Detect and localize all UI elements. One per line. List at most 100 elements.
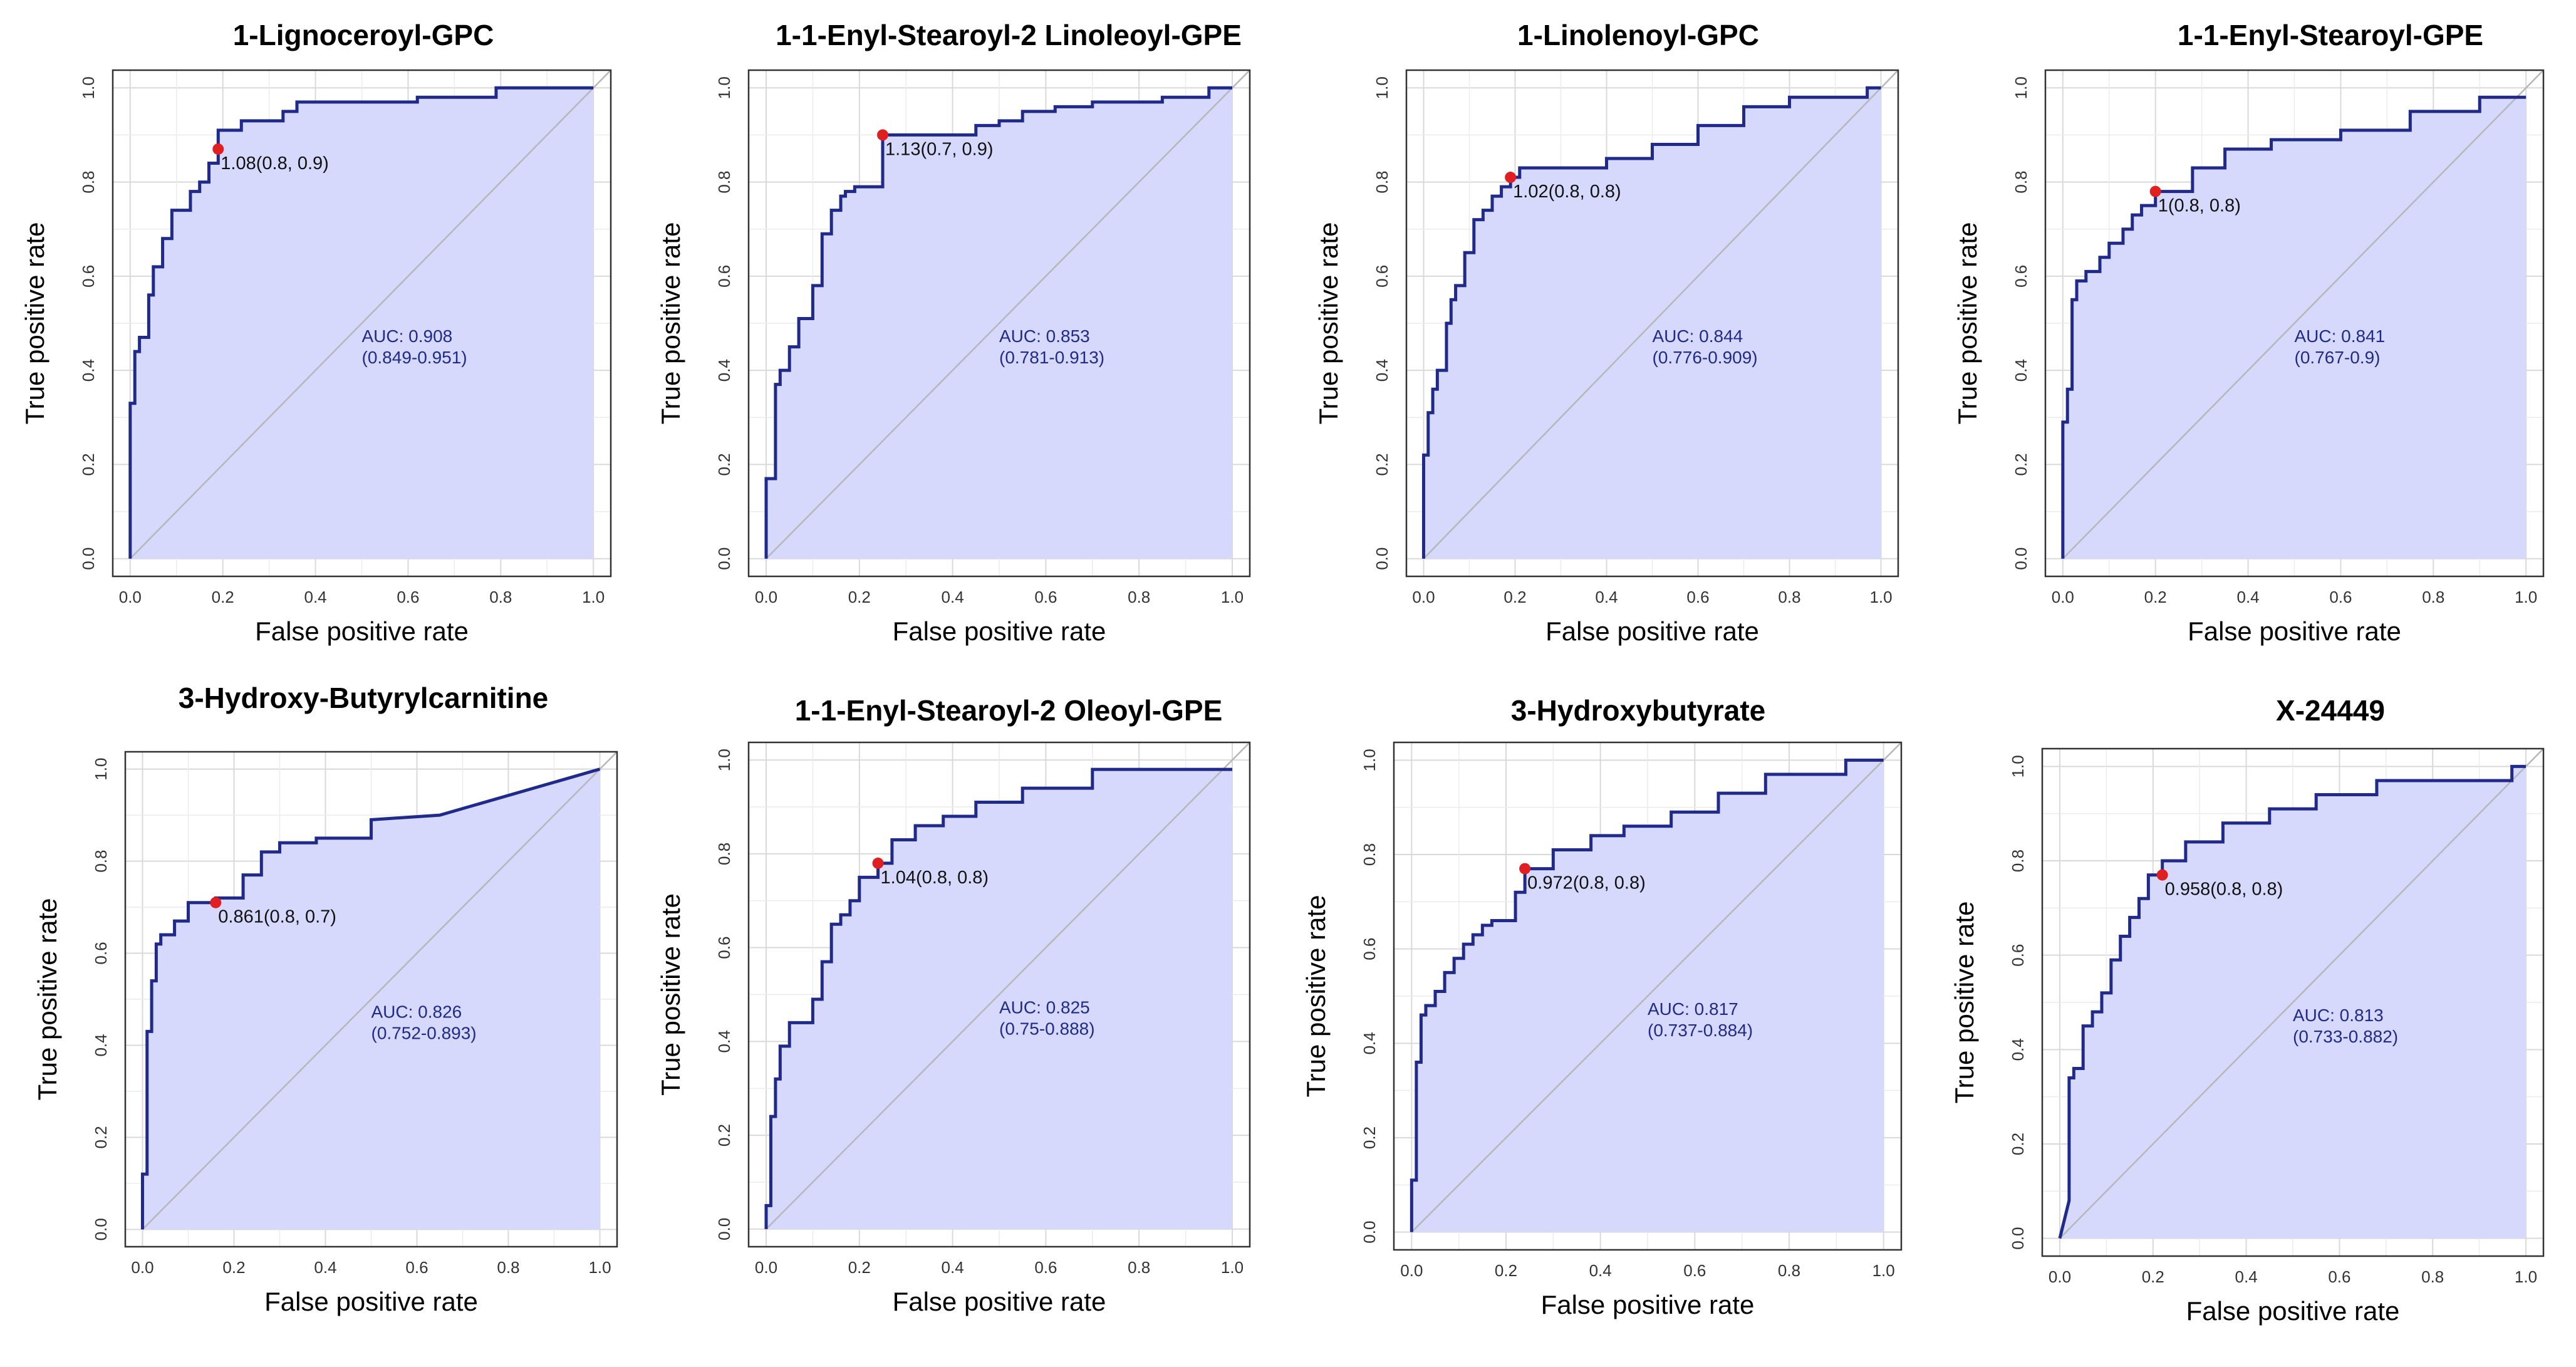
diagonal-reference-line: [2059, 748, 2544, 1239]
y-axis-label: True positive rate: [20, 222, 49, 425]
y-tick-label: 0.8: [79, 170, 98, 193]
auc-ci-label: (0.752-0.893): [371, 1023, 477, 1042]
x-tick-label: 0.0: [1412, 588, 1435, 606]
x-tick-label: 0.8: [489, 588, 512, 606]
plot-frame: [112, 69, 612, 578]
x-tick-label: 0.8: [1128, 588, 1150, 606]
y-axis-label: True positive rate: [656, 893, 685, 1096]
y-tick-label: 0.0: [91, 1218, 110, 1240]
x-tick-label: 0.4: [2236, 588, 2259, 606]
x-tick-label: 0.4: [942, 588, 964, 606]
y-tick-label: 0.8: [91, 850, 110, 873]
x-axis-label: False positive rate: [2186, 1296, 2400, 1326]
y-tick-label: 0.2: [91, 1126, 110, 1148]
x-tick-label: 1.0: [2515, 588, 2537, 606]
best-threshold-label: 0.972(0.8, 0.8): [1527, 873, 1646, 893]
x-axis-label: False positive rate: [893, 1287, 1106, 1316]
y-tick-label: 0.2: [2008, 1133, 2027, 1155]
y-tick-label: 0.4: [1373, 359, 1391, 382]
x-tick-label: 1.0: [1872, 1261, 1895, 1280]
auc-ci-label: (0.776-0.909): [1653, 348, 1758, 367]
best-threshold-point: [1519, 863, 1531, 875]
x-tick-label: 0.0: [755, 1258, 777, 1277]
x-tick-label: 0.6: [1683, 1261, 1706, 1280]
x-tick-label: 0.6: [1034, 1258, 1057, 1277]
y-tick-label: 0.6: [1373, 265, 1391, 288]
y-axis-label: True positive rate: [1301, 895, 1331, 1098]
y-tick-label: 0.8: [715, 843, 734, 865]
auc-label: AUC: 0.844: [1653, 326, 1743, 346]
x-tick-label: 1.0: [1221, 1258, 1244, 1277]
y-tick-label: 0.4: [2008, 1038, 2027, 1061]
best-threshold-point: [1505, 172, 1517, 184]
plot-frame: [124, 751, 618, 1248]
x-tick-label: 0.4: [304, 588, 326, 606]
auc-ci-label: (0.75-0.888): [999, 1019, 1095, 1038]
roc-curve: [2058, 764, 2526, 1239]
y-tick-label: 0.4: [715, 1030, 734, 1053]
x-tick-label: 0.2: [212, 588, 234, 606]
roc-panel-8: X-24449 0.0 0.0 0.2 0.2 0.4 0.4 0.6 0.6 0.8 0.8 1.0…: [1950, 694, 2545, 1326]
x-tick-label: 1.0: [582, 588, 605, 606]
y-tick-label: 0.8: [2008, 850, 2027, 872]
best-threshold-label: 1(0.8, 0.8): [2158, 196, 2241, 216]
best-threshold-point: [2156, 869, 2168, 881]
x-tick-label: 0.4: [942, 1258, 964, 1277]
diagonal-reference-line: [129, 70, 611, 559]
x-tick-label: 0.6: [1034, 588, 1057, 606]
roc-panel-2: 1-1-Enyl-Stearoyl-2 Linoleoyl-GPE 0.0 0.0 0…: [656, 19, 1251, 646]
roc-curve: [764, 86, 1232, 559]
y-tick-label: 0.8: [1373, 170, 1391, 193]
plot-frame: [1405, 69, 1899, 578]
y-axis-label: True positive rate: [33, 898, 62, 1101]
y-tick-label: 0.2: [2012, 453, 2030, 476]
auc-ci-label: (0.737-0.884): [1648, 1021, 1753, 1040]
auc-label: AUC: 0.908: [362, 326, 453, 346]
y-tick-label: 0.8: [1360, 843, 1379, 866]
auc-label: AUC: 0.817: [1648, 999, 1738, 1019]
x-axis-label: False positive rate: [264, 1287, 478, 1316]
plot-frame: [747, 69, 1251, 578]
x-tick-label: 0.2: [2144, 588, 2167, 606]
y-tick-label: 0.6: [79, 265, 98, 288]
y-tick-label: 0.6: [91, 942, 110, 964]
y-tick-label: 0.2: [715, 453, 734, 476]
y-tick-label: 0.0: [2012, 548, 2030, 570]
roc-panel-7: 3-Hydroxybutyrate 0.0 0.0 0.2 0.2 0.4 0.4 0.6 0.…: [1301, 694, 1903, 1319]
y-tick-label: 1.0: [715, 749, 734, 771]
x-tick-label: 0.2: [222, 1258, 245, 1277]
x-tick-label: 0.0: [1400, 1261, 1423, 1280]
x-tick-label: 0.2: [2142, 1267, 2164, 1286]
auc-label: AUC: 0.825: [999, 997, 1090, 1017]
auc-area: [2062, 97, 2527, 559]
x-tick-label: 0.2: [848, 1258, 871, 1277]
x-tick-label: 0.6: [397, 588, 419, 606]
x-tick-label: 0.6: [2328, 1267, 2350, 1286]
auc-label: AUC: 0.826: [371, 1002, 462, 1021]
y-tick-label: 0.0: [1360, 1221, 1379, 1244]
best-threshold-label: 1.04(0.8, 0.8): [881, 868, 989, 888]
x-tick-label: 0.6: [2329, 588, 2352, 606]
plot-frame: [2044, 69, 2545, 578]
chart-title: 1-Lignoceroyl-GPC: [233, 19, 494, 51]
x-axis-label: False positive rate: [893, 616, 1106, 646]
chart-title: 1-1-Enyl-Stearoyl-2 Oleoyl-GPE: [795, 694, 1223, 727]
best-threshold-label: 0.861(0.8, 0.7): [218, 907, 336, 927]
y-tick-label: 0.6: [2012, 265, 2030, 288]
roc-panel-3: 1-Linolenoyl-GPC 0.0 0.0 0.2 0.2 0.4 0.4 0.6 0.6…: [1314, 19, 1899, 646]
x-tick-label: 0.4: [1595, 588, 1618, 606]
x-tick-label: 0.0: [119, 588, 142, 606]
y-tick-label: 0.6: [1360, 938, 1379, 960]
x-tick-label: 1.0: [2515, 1267, 2537, 1286]
y-tick-label: 0.0: [79, 548, 98, 570]
chart-title: 3-Hydroxy-Butyrylcarnitine: [179, 682, 549, 714]
x-tick-label: 0.8: [2422, 588, 2444, 606]
x-tick-label: 0.2: [1495, 1261, 1517, 1280]
best-threshold-label: 0.958(0.8, 0.8): [2165, 880, 2283, 900]
x-tick-label: 1.0: [588, 1258, 611, 1277]
best-threshold-point: [877, 129, 888, 141]
roc-panel-5: 3-Hydroxy-Butyrylcarnitine 0.0 0.0 0.2 0.2 0.…: [33, 682, 618, 1316]
auc-label: AUC: 0.853: [999, 326, 1090, 346]
y-tick-label: 0.0: [715, 548, 734, 570]
